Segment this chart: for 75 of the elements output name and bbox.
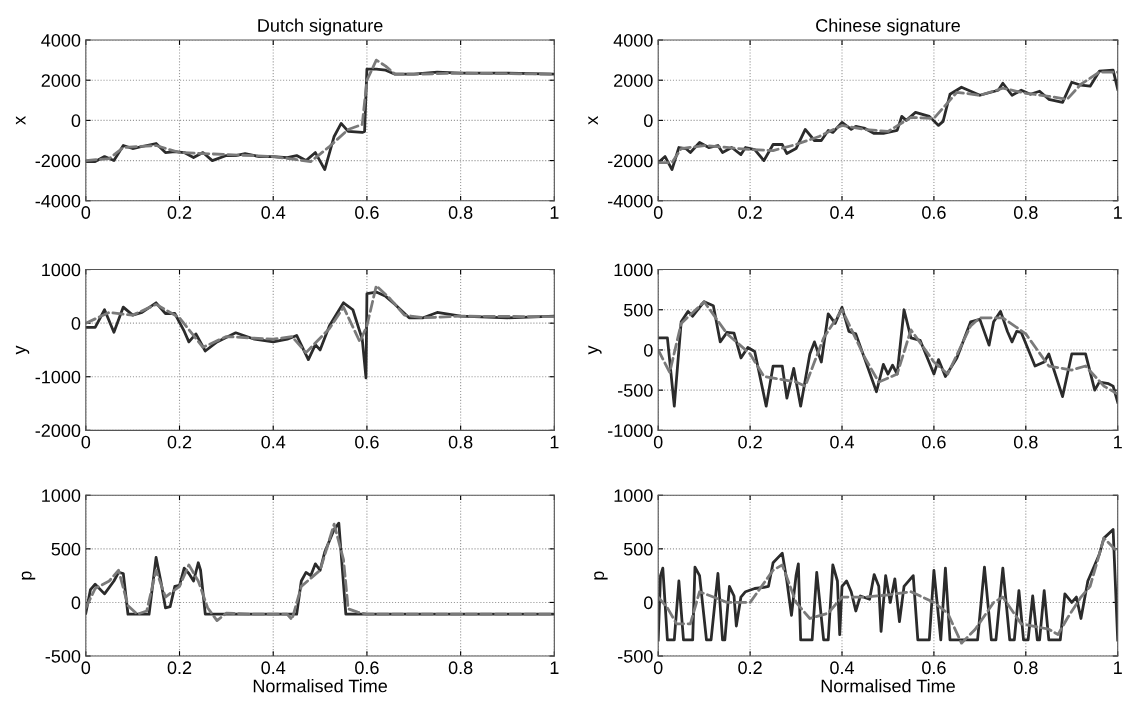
y-tick-label: 500 <box>623 542 653 556</box>
y-axis-title: p <box>594 571 608 580</box>
x-tick-label: 0.8 <box>448 661 473 675</box>
y-tick-label: 0 <box>71 317 81 330</box>
y-tick-label: -500 <box>45 649 81 663</box>
x-tick-label: 0.6 <box>355 661 379 675</box>
y-axis-title: y <box>15 345 30 355</box>
x-tick-label: 0 <box>653 206 663 219</box>
x-tick-label: 0 <box>81 206 91 219</box>
y-tick-label: 1000 <box>42 489 81 502</box>
x-tick-label: 0.4 <box>830 435 855 449</box>
x-axis-title: Normalised Time <box>821 679 955 693</box>
y-tick-label: 0 <box>644 343 653 357</box>
line-series <box>85 284 555 355</box>
y-tick-label: 0 <box>644 114 653 128</box>
x-tick-label: 0.6 <box>355 206 379 219</box>
y-axis-title: x <box>15 116 26 125</box>
x-tick-label: 0.4 <box>830 206 855 219</box>
x-tick-label: 0.2 <box>738 435 762 449</box>
y-tick-label: -500 <box>618 649 653 663</box>
y-tick-label: 2000 <box>614 74 653 87</box>
x-tick-label: 0.8 <box>448 435 473 449</box>
y-tick-label: -1000 <box>35 370 81 384</box>
line-series <box>85 58 555 163</box>
y-tick-label: 500 <box>623 303 653 317</box>
y-tick-label: -500 <box>618 384 653 397</box>
x-tick-label: 0.8 <box>1013 435 1038 449</box>
y-tick-label: 0 <box>71 596 81 610</box>
x-tick-label: 0.4 <box>261 661 286 675</box>
y-tick-label: 0 <box>71 114 81 128</box>
y-tick-label: 2000 <box>41 74 81 87</box>
y-tick-label: 0 <box>644 596 653 610</box>
x-axis-title: Normalised Time <box>253 679 387 693</box>
x-tick-label: 0.2 <box>167 661 192 675</box>
x-tick-label: 0.2 <box>167 435 192 449</box>
x-tick-label: 0.4 <box>261 435 286 449</box>
x-tick-label: 0.2 <box>167 206 192 219</box>
x-tick-label: 1 <box>550 206 559 219</box>
y-tick-label: -2000 <box>35 424 81 438</box>
x-tick-label: 0 <box>81 661 91 675</box>
y-tick-label: -4000 <box>35 194 81 208</box>
x-tick-label: 0.6 <box>922 661 946 675</box>
y-axis-title: p <box>21 571 36 580</box>
chart-title: Dutch signature <box>258 18 383 36</box>
y-tick-label: 1000 <box>614 489 653 502</box>
x-tick-label: 0.6 <box>922 206 946 219</box>
y-tick-label: -2000 <box>35 154 81 168</box>
x-tick-label: 0 <box>653 435 663 449</box>
x-tick-label: 1 <box>1114 435 1122 449</box>
x-tick-label: 1 <box>1114 206 1122 219</box>
x-tick-label: 0.2 <box>738 661 762 675</box>
y-tick-label: 4000 <box>41 33 81 47</box>
x-tick-label: 0.8 <box>448 206 473 219</box>
x-tick-label: 0.8 <box>1013 661 1038 675</box>
x-tick-label: 0.4 <box>830 661 855 675</box>
y-tick-label: 1000 <box>42 263 81 277</box>
x-tick-label: 0.8 <box>1013 206 1038 219</box>
y-tick-label: -4000 <box>607 194 653 208</box>
y-tick-label: 4000 <box>613 33 653 47</box>
x-tick-label: 0.6 <box>922 435 946 449</box>
x-tick-label: 1 <box>550 661 559 674</box>
x-tick-label: 1 <box>1114 661 1122 674</box>
y-tick-label: -2000 <box>607 154 653 168</box>
x-tick-label: 0.4 <box>261 206 286 219</box>
x-tick-label: 0.6 <box>355 435 379 449</box>
x-tick-label: 1 <box>550 435 559 449</box>
chart-title: Chinese signature <box>816 18 960 36</box>
x-tick-label: 0.2 <box>738 206 762 219</box>
y-tick-label: -1000 <box>607 424 653 438</box>
x-tick-label: 0 <box>81 435 91 449</box>
y-tick-label: 1000 <box>614 263 653 277</box>
x-tick-label: 0 <box>653 661 663 675</box>
y-tick-label: 500 <box>51 542 81 556</box>
y-axis-title: y <box>588 345 602 355</box>
y-axis-title: x <box>588 116 598 125</box>
